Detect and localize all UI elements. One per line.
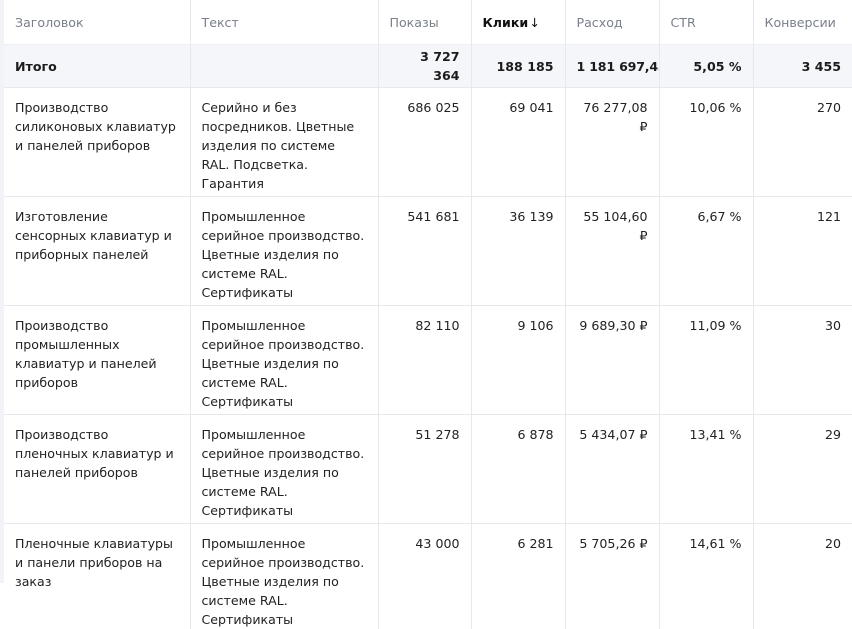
ad-text: Промышленное серийное производство. Цвет… (190, 415, 378, 524)
ctr-cell: 14,61 % (659, 524, 753, 629)
total-impressions: 3 727 364 (378, 45, 471, 88)
conversions-cell: 270 (753, 88, 852, 197)
column-header-impressions[interactable]: Показы (378, 0, 471, 45)
ads-stats-table: Заголовок Текст Показы Клики↓ Расход CTR… (4, 0, 852, 629)
conversions-cell: 30 (753, 306, 852, 415)
clicks-cell: 9 106 (471, 306, 565, 415)
table-row[interactable]: Производство промышленных клавиатур и па… (4, 306, 852, 415)
ad-text: Серийно и без посредников. Цветные издел… (190, 88, 378, 197)
table-header-row: Заголовок Текст Показы Клики↓ Расход CTR… (4, 0, 852, 45)
impressions-cell: 541 681 (378, 197, 471, 306)
ad-text: Промышленное серийное производство. Цвет… (190, 524, 378, 629)
conversions-cell: 29 (753, 415, 852, 524)
impressions-cell: 82 110 (378, 306, 471, 415)
column-header-clicks[interactable]: Клики↓ (471, 0, 565, 45)
column-header-cost[interactable]: Расход (565, 0, 659, 45)
clicks-cell: 6 878 (471, 415, 565, 524)
impressions-cell: 43 000 (378, 524, 471, 629)
clicks-cell: 69 041 (471, 88, 565, 197)
table-row[interactable]: Изготовление сенсорных клавиатур и прибо… (4, 197, 852, 306)
ad-title: Производство силиконовых клавиатур и пан… (4, 88, 190, 197)
total-conversions: 3 455 (753, 45, 852, 88)
clicks-cell: 6 281 (471, 524, 565, 629)
column-header-conversions[interactable]: Конверсии (753, 0, 852, 45)
total-label: Итого (4, 45, 190, 88)
cost-cell: 5 434,07 ₽ (565, 415, 659, 524)
conversions-cell: 121 (753, 197, 852, 306)
cost-cell: 5 705,26 ₽ (565, 524, 659, 629)
table-row[interactable]: Пленочные клавиатуры и панели приборов н… (4, 524, 852, 629)
impressions-cell: 51 278 (378, 415, 471, 524)
ctr-cell: 10,06 % (659, 88, 753, 197)
stats-table-container: Заголовок Текст Показы Клики↓ Расход CTR… (0, 0, 852, 583)
cost-cell: 9 689,30 ₽ (565, 306, 659, 415)
cost-cell: 55 104,60 ₽ (565, 197, 659, 306)
column-header-title[interactable]: Заголовок (4, 0, 190, 45)
ad-title: Изготовление сенсорных клавиатур и прибо… (4, 197, 190, 306)
ad-title: Пленочные клавиатуры и панели приборов н… (4, 524, 190, 629)
table-row[interactable]: Производство силиконовых клавиатур и пан… (4, 88, 852, 197)
total-clicks: 188 185 (471, 45, 565, 88)
total-row: Итого 3 727 364 188 185 1 181 697,43 ₽ 5… (4, 45, 852, 88)
total-text-cell (190, 45, 378, 88)
ctr-cell: 13,41 % (659, 415, 753, 524)
ad-title: Производство пленочных клавиатур и панел… (4, 415, 190, 524)
column-header-ctr[interactable]: CTR (659, 0, 753, 45)
sort-desc-icon: ↓ (529, 15, 540, 30)
table-row[interactable]: Производство пленочных клавиатур и панел… (4, 415, 852, 524)
total-cost: 1 181 697,43 ₽ (565, 45, 659, 88)
ctr-cell: 11,09 % (659, 306, 753, 415)
ad-text: Промышленное серийное производство. Цвет… (190, 306, 378, 415)
ad-text: Промышленное серийное производство. Цвет… (190, 197, 378, 306)
total-ctr: 5,05 % (659, 45, 753, 88)
clicks-cell: 36 139 (471, 197, 565, 306)
ad-title: Производство промышленных клавиатур и па… (4, 306, 190, 415)
ctr-cell: 6,67 % (659, 197, 753, 306)
conversions-cell: 20 (753, 524, 852, 629)
impressions-cell: 686 025 (378, 88, 471, 197)
column-header-text[interactable]: Текст (190, 0, 378, 45)
cost-cell: 76 277,08 ₽ (565, 88, 659, 197)
